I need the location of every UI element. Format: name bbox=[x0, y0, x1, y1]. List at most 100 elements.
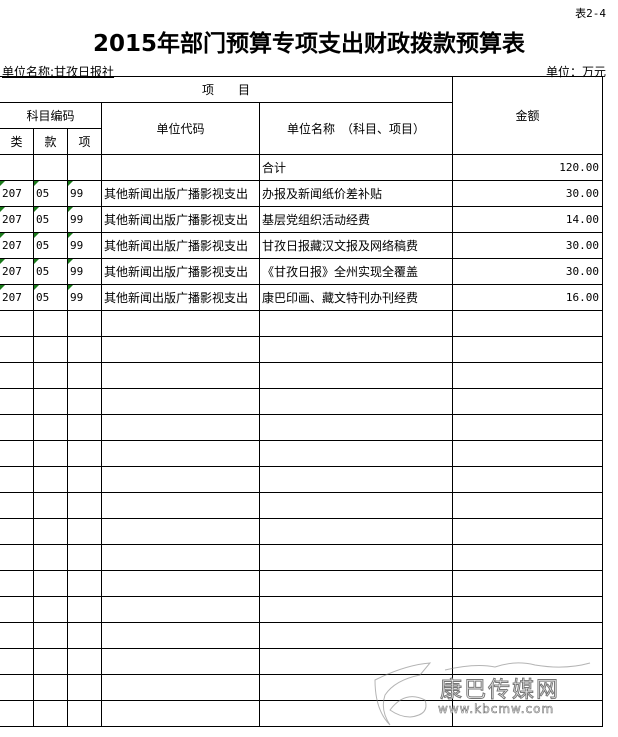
total-amount[interactable]: 120.00 bbox=[452, 154, 603, 181]
empty-cell[interactable] bbox=[452, 544, 603, 571]
empty-cell[interactable] bbox=[33, 440, 68, 467]
empty-cell[interactable] bbox=[33, 414, 68, 441]
empty-cell[interactable] bbox=[67, 492, 102, 519]
empty-cell[interactable] bbox=[452, 674, 603, 701]
cell-xiang[interactable]: 99 bbox=[67, 284, 102, 311]
cell-lei[interactable]: 207 bbox=[0, 284, 34, 311]
empty-cell[interactable] bbox=[0, 544, 34, 571]
cell-kuan[interactable]: 05 bbox=[33, 180, 68, 207]
empty-cell[interactable] bbox=[67, 622, 102, 649]
empty-cell[interactable] bbox=[452, 336, 603, 363]
empty-cell[interactable] bbox=[67, 362, 102, 389]
empty-cell[interactable] bbox=[0, 518, 34, 545]
empty-cell[interactable] bbox=[259, 570, 453, 597]
empty-cell[interactable] bbox=[67, 440, 102, 467]
cell-lei[interactable]: 207 bbox=[0, 180, 34, 207]
empty-cell[interactable] bbox=[452, 492, 603, 519]
cell-name[interactable]: 基层党组织活动经费 bbox=[259, 206, 453, 233]
empty-cell[interactable] bbox=[101, 336, 260, 363]
empty-cell[interactable] bbox=[259, 544, 453, 571]
empty-cell[interactable] bbox=[259, 700, 453, 727]
empty-cell[interactable] bbox=[452, 648, 603, 675]
empty-cell[interactable] bbox=[33, 596, 68, 623]
cell-name[interactable]: 康巴印画、藏文特刊办刊经费 bbox=[259, 284, 453, 311]
empty-cell[interactable] bbox=[0, 622, 34, 649]
empty-cell[interactable] bbox=[101, 674, 260, 701]
empty-cell[interactable] bbox=[452, 518, 603, 545]
empty-cell[interactable] bbox=[67, 518, 102, 545]
empty-cell[interactable] bbox=[33, 674, 68, 701]
empty-cell[interactable] bbox=[452, 388, 603, 415]
cell-xiang[interactable]: 99 bbox=[67, 206, 102, 233]
empty-cell[interactable] bbox=[259, 414, 453, 441]
empty-cell[interactable] bbox=[259, 336, 453, 363]
cell-lei[interactable]: 207 bbox=[0, 258, 34, 285]
cell-kuan[interactable]: 05 bbox=[33, 232, 68, 259]
empty-cell[interactable] bbox=[33, 570, 68, 597]
empty-cell[interactable] bbox=[33, 388, 68, 415]
empty-cell[interactable] bbox=[452, 466, 603, 493]
cell-name[interactable]: 甘孜日报藏汉文报及网络稿费 bbox=[259, 232, 453, 259]
empty-cell[interactable] bbox=[259, 622, 453, 649]
empty-cell[interactable] bbox=[0, 362, 34, 389]
cell[interactable] bbox=[67, 154, 102, 181]
cell-xiang[interactable]: 99 bbox=[67, 258, 102, 285]
empty-cell[interactable] bbox=[259, 440, 453, 467]
empty-cell[interactable] bbox=[101, 622, 260, 649]
empty-cell[interactable] bbox=[0, 674, 34, 701]
empty-cell[interactable] bbox=[33, 700, 68, 727]
empty-cell[interactable] bbox=[101, 596, 260, 623]
empty-cell[interactable] bbox=[67, 466, 102, 493]
cell-amount[interactable]: 14.00 bbox=[452, 206, 603, 233]
empty-cell[interactable] bbox=[33, 518, 68, 545]
empty-cell[interactable] bbox=[0, 648, 34, 675]
cell-kuan[interactable]: 05 bbox=[33, 258, 68, 285]
empty-cell[interactable] bbox=[452, 310, 603, 337]
cell-amount[interactable]: 30.00 bbox=[452, 180, 603, 207]
empty-cell[interactable] bbox=[259, 648, 453, 675]
empty-cell[interactable] bbox=[67, 336, 102, 363]
cell-xiang[interactable]: 99 bbox=[67, 180, 102, 207]
empty-cell[interactable] bbox=[67, 570, 102, 597]
empty-cell[interactable] bbox=[101, 362, 260, 389]
empty-cell[interactable] bbox=[452, 414, 603, 441]
cell-lei[interactable]: 207 bbox=[0, 232, 34, 259]
empty-cell[interactable] bbox=[33, 336, 68, 363]
empty-cell[interactable] bbox=[259, 310, 453, 337]
cell-name[interactable]: 《甘孜日报》全州实现全覆盖 bbox=[259, 258, 453, 285]
empty-cell[interactable] bbox=[33, 310, 68, 337]
cell-lei[interactable]: 207 bbox=[0, 206, 34, 233]
cell-code[interactable]: 其他新闻出版广播影视支出 bbox=[101, 232, 260, 259]
empty-cell[interactable] bbox=[101, 492, 260, 519]
cell-amount[interactable]: 16.00 bbox=[452, 284, 603, 311]
empty-cell[interactable] bbox=[67, 310, 102, 337]
empty-cell[interactable] bbox=[259, 466, 453, 493]
empty-cell[interactable] bbox=[101, 414, 260, 441]
empty-cell[interactable] bbox=[33, 648, 68, 675]
empty-cell[interactable] bbox=[101, 570, 260, 597]
empty-cell[interactable] bbox=[101, 440, 260, 467]
empty-cell[interactable] bbox=[33, 362, 68, 389]
empty-cell[interactable] bbox=[101, 388, 260, 415]
empty-cell[interactable] bbox=[259, 388, 453, 415]
empty-cell[interactable] bbox=[259, 518, 453, 545]
empty-cell[interactable] bbox=[452, 700, 603, 727]
empty-cell[interactable] bbox=[0, 310, 34, 337]
empty-cell[interactable] bbox=[67, 700, 102, 727]
empty-cell[interactable] bbox=[0, 466, 34, 493]
cell[interactable] bbox=[101, 154, 260, 181]
empty-cell[interactable] bbox=[101, 466, 260, 493]
cell-kuan[interactable]: 05 bbox=[33, 206, 68, 233]
empty-cell[interactable] bbox=[33, 544, 68, 571]
empty-cell[interactable] bbox=[0, 336, 34, 363]
empty-cell[interactable] bbox=[67, 674, 102, 701]
empty-cell[interactable] bbox=[33, 492, 68, 519]
cell-code[interactable]: 其他新闻出版广播影视支出 bbox=[101, 258, 260, 285]
empty-cell[interactable] bbox=[259, 492, 453, 519]
cell-amount[interactable]: 30.00 bbox=[452, 232, 603, 259]
empty-cell[interactable] bbox=[0, 388, 34, 415]
cell-xiang[interactable]: 99 bbox=[67, 232, 102, 259]
empty-cell[interactable] bbox=[452, 440, 603, 467]
empty-cell[interactable] bbox=[452, 622, 603, 649]
empty-cell[interactable] bbox=[101, 310, 260, 337]
